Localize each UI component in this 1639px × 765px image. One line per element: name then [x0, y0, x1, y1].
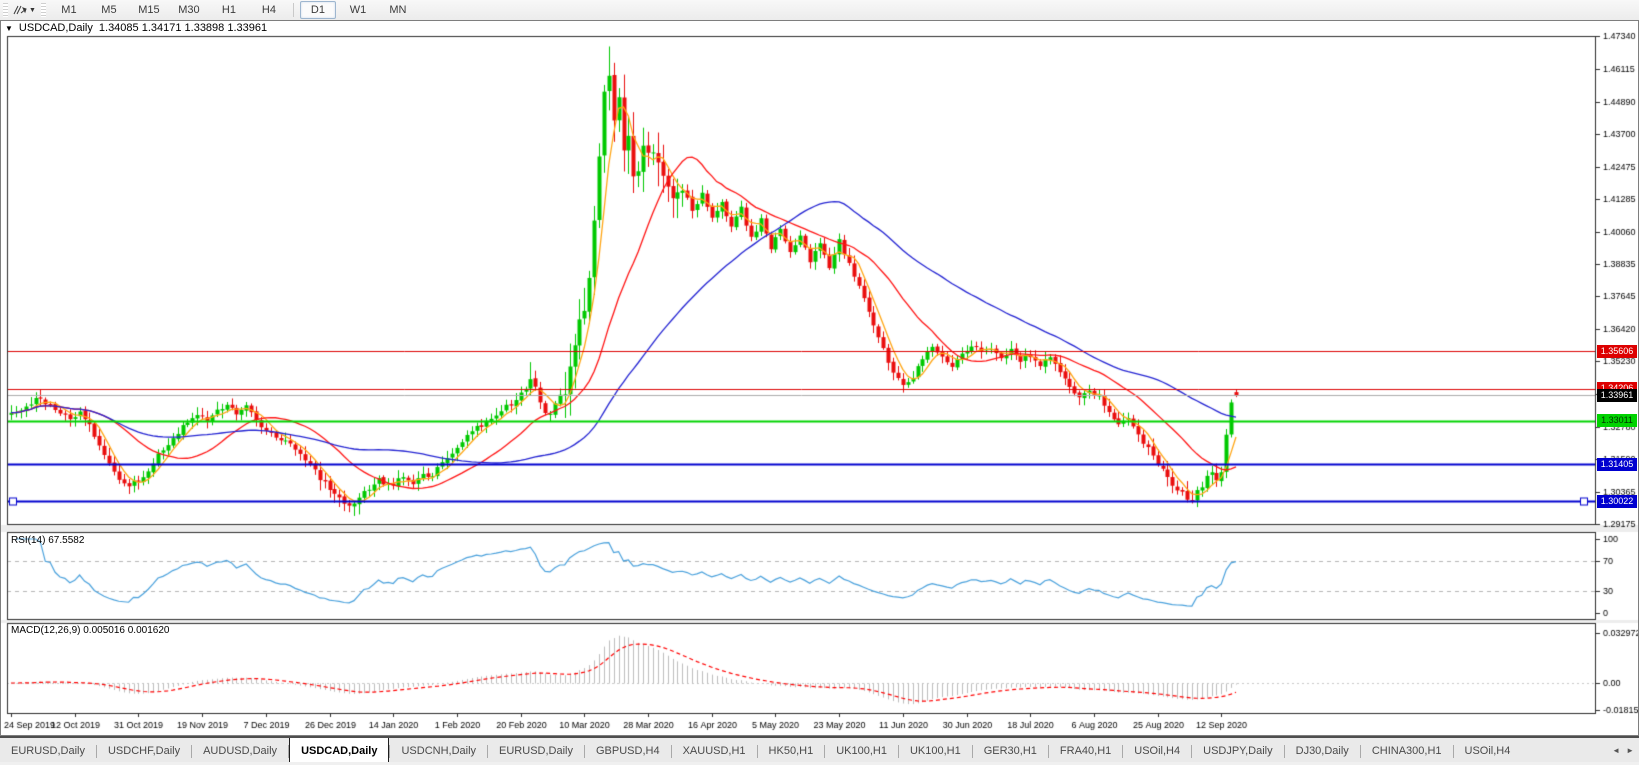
tab-separator: [756, 744, 758, 758]
chart-tab-uk100-h1[interactable]: UK100,H1: [909, 745, 961, 757]
chart-tab-bar: EURUSD,Daily USDCHF,Daily AUDUSD,Daily USDC…: [0, 736, 1639, 764]
chart-tab-usdjpy-daily[interactable]: USDJPY,Daily: [1203, 745, 1273, 757]
tab-separator: [389, 744, 391, 758]
chart-tab-gbpusd-h4[interactable]: GBPUSD,H4: [596, 745, 660, 757]
timeframe-button-h4[interactable]: H4: [261, 4, 276, 16]
timeframe-button-w1[interactable]: W1: [349, 4, 367, 16]
chart-tab-hk50-h1[interactable]: HK50,H1: [768, 745, 814, 757]
tab-separator: [971, 744, 973, 758]
tab-scroll-left-icon[interactable]: ◄: [1612, 745, 1621, 755]
chart-tab-ger30-h1[interactable]: GER30,H1: [983, 745, 1037, 757]
chart-tab-usoil-h4[interactable]: USOil,H4: [1464, 745, 1511, 757]
tool-dropdown-caret-icon[interactable]: ▼: [29, 6, 36, 14]
tab-separator: [1359, 744, 1361, 758]
tab-separator: [897, 744, 899, 758]
tab-separator: [670, 744, 672, 758]
tab-separator: [487, 744, 489, 758]
chart-tab-dj30-daily[interactable]: DJ30,Daily: [1295, 745, 1349, 757]
chart-tab-audusd-daily[interactable]: AUDUSD,Daily: [203, 745, 278, 757]
timeframe-button-m30[interactable]: M30: [178, 4, 200, 16]
tab-separator: [1283, 744, 1285, 758]
chart-tab-china300-h1[interactable]: CHINA300,H1: [1371, 745, 1442, 757]
toolbar-separator: [292, 3, 294, 17]
crosshair-tool-icon[interactable]: [11, 2, 29, 18]
chart-tab-fra40-h1[interactable]: FRA40,H1: [1059, 745, 1112, 757]
chart-symbol-title: USDCAD,Daily: [18, 22, 93, 34]
toolbar-grip[interactable]: [3, 3, 8, 17]
timeframe-button-m1[interactable]: M1: [61, 4, 77, 16]
tab-separator: [1122, 744, 1124, 758]
tab-separator: [1191, 744, 1193, 758]
timeframe-button-h1[interactable]: H1: [221, 4, 236, 16]
chart-tab-usdcad-daily[interactable]: USDCAD,Daily: [289, 738, 390, 764]
timeframe-button-m15[interactable]: M15: [138, 4, 160, 16]
tab-separator: [191, 744, 193, 758]
tab-separator: [95, 744, 97, 758]
tab-separator: [288, 744, 290, 758]
tab-separator: [584, 744, 585, 758]
chart-tab-uk100-h1[interactable]: UK100,H1: [836, 745, 887, 757]
toolbar-grip[interactable]: [40, 3, 46, 17]
timeframe-button-d1[interactable]: D1: [299, 1, 336, 19]
status-strip: [0, 762, 1639, 765]
chart-window: ▼ USDCAD,Daily 1.34085 1.34171 1.33898 1…: [0, 20, 1639, 736]
tab-separator: [1452, 744, 1454, 758]
chart-tab-usdchf-daily[interactable]: USDCHF,Daily: [107, 745, 181, 757]
timeframe-button-mn[interactable]: MN: [389, 4, 407, 16]
tab-scroll-buttons: ◄ ►: [1609, 738, 1637, 762]
chart-ohlc-values: 1.34085 1.34171 1.33898 1.33961: [98, 22, 268, 34]
chart-tab-xauusd-h1[interactable]: XAUUSD,H1: [682, 745, 746, 757]
tab-separator: [1047, 744, 1049, 758]
window-menu-caret-icon[interactable]: ▼: [5, 23, 13, 33]
timeframe-toolbar: ▼ M1 M5 M15 M30 H1 H4 D1 W1 MN: [0, 0, 1639, 21]
chart-tab-eurusd-daily[interactable]: EURUSD,Daily: [11, 745, 85, 757]
chart-title-row: ▼ USDCAD,Daily 1.34085 1.34171 1.33898 1…: [5, 22, 267, 34]
tab-scroll-right-icon[interactable]: ►: [1626, 745, 1634, 755]
tab-separator: [824, 744, 826, 758]
chart-tab-usdcnh-daily[interactable]: USDCNH,Daily: [401, 745, 477, 757]
timeframe-button-m5[interactable]: M5: [101, 4, 117, 16]
chart-canvas[interactable]: [1, 29, 1638, 735]
chart-tab-eurusd-daily[interactable]: EURUSD,Daily: [499, 745, 573, 757]
chart-tab-usoil-h4[interactable]: USOil,H4: [1134, 745, 1181, 757]
